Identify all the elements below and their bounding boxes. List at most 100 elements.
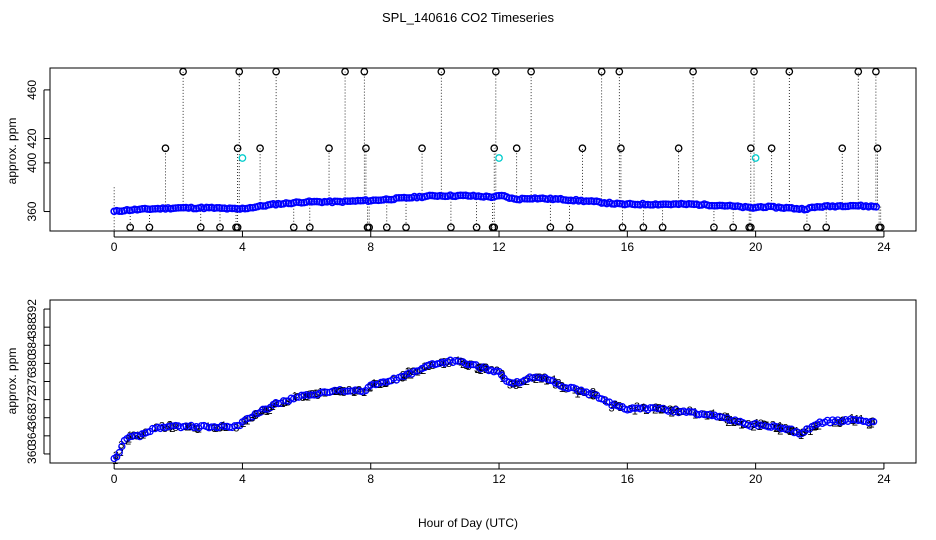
bottom-data-point (454, 357, 462, 365)
top-outlier-point (360, 67, 369, 76)
bottom-series-1-mark: 1 (572, 384, 578, 396)
bottom-series-3-mark: 3 (341, 387, 347, 399)
bottom-data-point (131, 431, 139, 440)
top-data-point (369, 196, 378, 204)
bottom-series-3-mark: 3 (249, 413, 255, 425)
bottom-series-3-mark: 3 (803, 424, 809, 436)
top-data-point (449, 192, 457, 201)
top-data-point (631, 200, 639, 209)
bottom-series-1-mark: 1 (500, 373, 506, 385)
top-outlier-point (546, 223, 555, 232)
top-data-point (320, 197, 329, 206)
top-data-point (662, 200, 670, 209)
bottom-series-1-mark: 1 (794, 425, 800, 437)
bottom-series-1-mark: 1 (371, 378, 377, 390)
bottom-data-point (115, 448, 123, 457)
bottom-series-1-mark: 1 (184, 421, 190, 433)
bottom-data-point (297, 391, 306, 399)
top-data-point (212, 203, 221, 212)
top-data-point (392, 194, 401, 202)
top-data-point (813, 203, 822, 211)
bottom-series-2-mark: 2 (309, 389, 315, 401)
top-data-point (115, 207, 124, 215)
top-outlier-point (447, 223, 455, 232)
bottom-series-3-mark: 3 (430, 360, 436, 372)
top-outlier-point (854, 67, 863, 76)
bottom-series-3-mark: 3 (468, 359, 474, 371)
top-y-tick-label: 460 (25, 80, 39, 100)
bottom-series-2-mark: 2 (533, 372, 539, 384)
bottom-series-1-mark: 1 (661, 404, 667, 416)
bottom-series-1-mark: 1 (317, 387, 323, 399)
bottom-data-point (692, 410, 701, 418)
top-outlier-point (272, 67, 280, 76)
top-data-point (189, 204, 198, 213)
top-outlier-point (822, 223, 831, 232)
bottom-series-1-mark: 1 (613, 399, 619, 411)
top-outlier-point (578, 144, 587, 153)
bottom-series-1-mark: 1 (849, 412, 855, 424)
top-x-tick-label: 12 (492, 240, 506, 254)
top-data-point (641, 200, 650, 209)
bottom-data-point (654, 405, 662, 413)
bottom-data-point (279, 397, 288, 405)
top-outlier-point (341, 67, 349, 76)
bottom-series-2-mark: 2 (510, 378, 516, 390)
top-data-point (425, 191, 434, 200)
bottom-series-1-mark: 1 (836, 418, 842, 430)
bottom-x-tick-label: 12 (492, 472, 506, 486)
top-outlier-point (617, 144, 625, 153)
bottom-series-3-mark: 3 (837, 418, 843, 430)
bottom-series-3-mark: 3 (870, 416, 876, 428)
bottom-series-1-mark: 1 (538, 373, 544, 385)
bottom-series-3-mark: 3 (476, 362, 482, 374)
bottom-series-2-mark: 2 (761, 419, 767, 431)
bottom-series-3-mark: 3 (405, 366, 411, 378)
bottom-series-2-mark: 2 (356, 385, 362, 397)
top-data-point (148, 205, 157, 213)
top-data-point (459, 191, 467, 200)
top-axes: 0 4 8 12 16 20 24 360 400 420 460 (25, 80, 891, 254)
bottom-series-2-mark: 2 (577, 386, 583, 398)
bottom-y-tick-label: 388 (25, 317, 39, 337)
bottom-series-1-mark: 1 (458, 357, 464, 369)
bottom-series-1-mark: 1 (292, 391, 298, 403)
top-data-point (348, 197, 357, 205)
bottom-series-3-mark: 3 (113, 450, 119, 462)
top-outlier-point (490, 223, 499, 232)
top-data-point (669, 200, 678, 208)
top-y-axis-label: approx. ppm (5, 118, 19, 185)
bottom-y-tick-label: 384 (25, 335, 39, 355)
top-data-point (343, 197, 352, 206)
bottom-series-3-mark: 3 (559, 381, 565, 393)
bottom-x-tick-label: 8 (367, 472, 374, 486)
bottom-series-3-mark: 3 (546, 375, 552, 387)
bottom-data-point (646, 404, 655, 412)
top-outlier-point (490, 144, 499, 153)
bottom-series-1-mark: 1 (405, 366, 411, 378)
bottom-series-3-mark: 3 (159, 420, 165, 432)
top-data-point (384, 195, 393, 204)
bottom-series-3-mark: 3 (162, 423, 168, 435)
bottom-series-1-mark: 1 (371, 378, 377, 390)
bottom-data-point (536, 374, 544, 382)
bottom-series-1-mark: 1 (692, 410, 698, 422)
top-data-point (523, 195, 532, 203)
bottom-series-3-mark: 3 (248, 412, 254, 424)
bottom-series-2-mark: 2 (517, 379, 523, 391)
bottom-series-3-mark: 3 (285, 396, 291, 408)
top-data-point (715, 201, 724, 210)
top-data-point (839, 202, 847, 211)
bottom-data-point (233, 421, 241, 430)
top-data-point (849, 201, 857, 210)
bottom-series-3-mark: 3 (656, 402, 662, 414)
bottom-series-1-mark: 1 (382, 378, 388, 390)
bottom-series-1-mark: 1 (401, 371, 407, 383)
top-data-point (520, 194, 529, 203)
top-outlier-point (639, 223, 648, 232)
bottom-series-3-mark: 3 (801, 427, 807, 439)
top-data-point (608, 200, 616, 208)
top-outlier-point (746, 223, 755, 232)
top-data-point (177, 203, 185, 212)
